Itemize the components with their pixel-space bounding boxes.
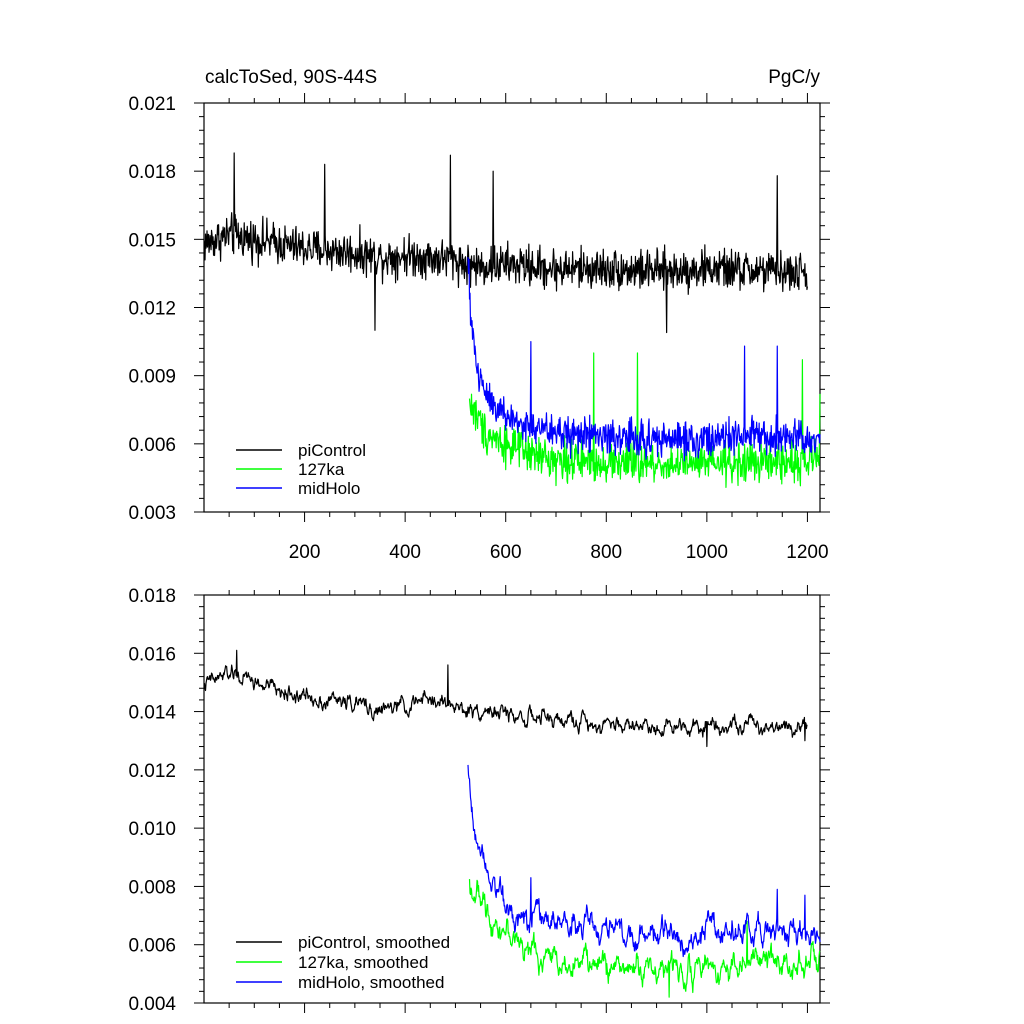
- legend-label: midHolo: [298, 479, 360, 498]
- legend-label: midHolo, smoothed: [298, 973, 444, 992]
- y-tick-label: 0.014: [128, 703, 176, 724]
- series-line-midholo: [467, 257, 821, 462]
- y-tick-label: 0.016: [128, 644, 176, 665]
- y-tick-label: 0.015: [128, 230, 176, 251]
- y-tick-label: 0.018: [128, 586, 176, 607]
- y-tick-label: 0.003: [128, 503, 176, 524]
- x-tick-label: 400: [389, 542, 421, 563]
- y-tick-label: 0.004: [128, 994, 176, 1015]
- x-tick-label: 600: [490, 542, 522, 563]
- legend-label: piControl, smoothed: [298, 933, 450, 952]
- legend-label: 127ka: [298, 460, 345, 479]
- top-panel-units: PgC/y: [768, 67, 820, 88]
- series-line-127ka: [468, 352, 821, 489]
- y-tick-label: 0.006: [128, 936, 176, 957]
- x-tick-label: 1000: [686, 542, 728, 563]
- series-line-picontrol-smoothed: [203, 649, 808, 748]
- y-tick-label: 0.006: [128, 435, 176, 456]
- y-tick-label: 0.012: [128, 761, 176, 782]
- x-tick-label: 1200: [786, 542, 828, 563]
- bottom-panel: 0.004 0.006 0.008 0.010 0.012 0.014 0.016 0.018…: [128, 585, 830, 1015]
- y-tick-label: 0.021: [128, 94, 176, 115]
- x-tick-label: 200: [289, 542, 321, 563]
- series-line-midholo-smoothed: [467, 764, 821, 958]
- y-tick-label: 0.012: [128, 299, 176, 320]
- series-line-picontrol: [203, 152, 809, 334]
- series-line-127ka-smoothed: [468, 879, 821, 998]
- legend-label: 127ka, smoothed: [298, 953, 428, 972]
- top-panel-title: calcToSed, 90S-44S: [205, 67, 377, 88]
- y-tick-label: 0.009: [128, 367, 176, 388]
- legend-label: piControl: [298, 441, 366, 460]
- y-tick-label: 0.008: [128, 877, 176, 898]
- top-panel: 200 400 600 800 1000 1200 0.003 0.006 0.009 0.012…: [128, 93, 830, 563]
- x-tick-label: 800: [590, 542, 622, 563]
- y-tick-label: 0.010: [128, 819, 176, 840]
- plot-frame: [203, 594, 821, 1004]
- y-tick-label: 0.018: [128, 162, 176, 183]
